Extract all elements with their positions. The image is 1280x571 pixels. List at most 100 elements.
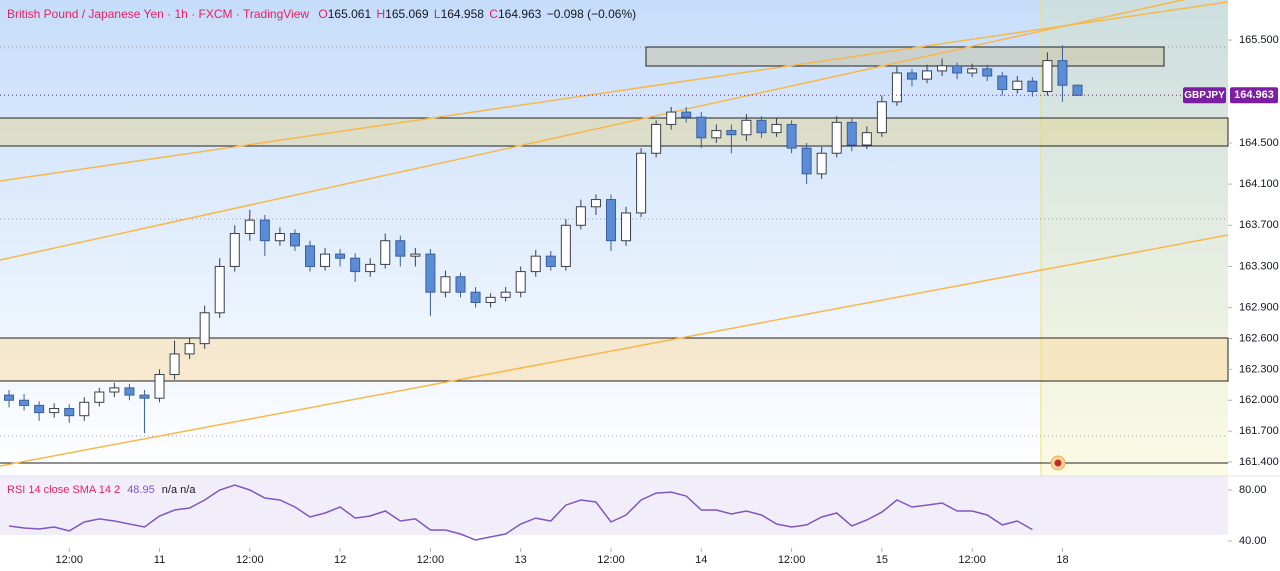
- candle-body: [49, 407, 60, 414]
- rsi-title: RSI 14 close SMA 14 2: [7, 484, 120, 496]
- candle-body: [64, 407, 75, 417]
- candle-body: [937, 65, 948, 72]
- exchange: FXCM: [199, 7, 233, 21]
- marks: [0, 39, 1232, 552]
- candle-body: [726, 130, 737, 136]
- candle-body: [109, 387, 120, 393]
- separator: ·: [191, 7, 195, 21]
- candle-body: [1057, 60, 1068, 86]
- candle-body: [967, 68, 978, 74]
- candle-body: [425, 253, 436, 293]
- change-pct: (−0.06%): [587, 7, 636, 21]
- y-tick-label: 161.700: [1239, 425, 1279, 437]
- ohlc-label: C: [489, 7, 498, 21]
- symbol-tag-bg: [1183, 87, 1226, 104]
- candle-body: [169, 353, 180, 376]
- candle-body: [410, 253, 421, 257]
- candle-body: [19, 399, 30, 406]
- candle-body: [485, 296, 496, 303]
- ohlc-label: O: [318, 7, 327, 21]
- candle-body: [124, 387, 135, 396]
- candle-body: [711, 130, 722, 139]
- low-value: 164.958: [441, 7, 485, 21]
- candle-body: [1027, 80, 1038, 92]
- rsi-line: [8, 484, 1033, 541]
- y-tick-label: 162.600: [1239, 332, 1279, 344]
- candle-body: [365, 263, 376, 273]
- candle-body: [952, 65, 963, 74]
- candle-body: [590, 199, 601, 208]
- x-tick-label: 12:00: [597, 554, 625, 566]
- demand-zone: [0, 337, 1229, 382]
- candle-body: [274, 233, 285, 242]
- x-tick-label: 12:00: [417, 554, 445, 566]
- candle-body: [891, 72, 902, 103]
- candle-body: [395, 240, 406, 257]
- x-tick-label: 18: [1056, 554, 1068, 566]
- x-tick-label: 14: [695, 554, 707, 566]
- candle-body: [500, 291, 511, 298]
- candle-body: [545, 255, 556, 267]
- candle-body: [1072, 84, 1083, 96]
- candle-body: [560, 224, 571, 267]
- candle-body: [199, 312, 210, 345]
- legend-header: British Pound / Japanese Yen · 1h · FXCM…: [7, 7, 636, 21]
- open-value: 165.061: [328, 7, 372, 21]
- x-tick-label: 13: [515, 554, 527, 566]
- candle-body: [861, 132, 872, 146]
- candle-body: [997, 75, 1008, 90]
- y-tick-label: 80.00: [1239, 484, 1267, 496]
- rsi-sma: n/a: [162, 484, 178, 496]
- candle-body: [906, 72, 917, 80]
- y-tick-label: 164.100: [1239, 178, 1279, 190]
- candle-body: [350, 257, 361, 273]
- trend-line: [0, 1, 1229, 182]
- candle-body: [681, 111, 692, 118]
- candle-body: [184, 343, 195, 355]
- candle-body: [1012, 80, 1023, 90]
- change: −0.098: [547, 7, 584, 21]
- candle-body: [801, 147, 812, 175]
- candle-body: [771, 123, 782, 134]
- symbol-name: British Pound / Japanese Yen: [7, 7, 164, 21]
- highlight-range: [1041, 0, 1228, 476]
- candle-body: [741, 119, 752, 136]
- trend-line: [0, 0, 1187, 261]
- separator: ·: [167, 7, 171, 21]
- separator: ·: [236, 7, 240, 21]
- candle-body: [651, 123, 662, 154]
- candle-body: [470, 291, 481, 303]
- candle-body: [846, 121, 857, 146]
- y-tick-label: 40.00: [1239, 535, 1267, 547]
- candle-body: [1042, 60, 1053, 92]
- drawings: [0, 0, 1229, 471]
- trend-line: [0, 234, 1229, 467]
- candle-body: [515, 271, 526, 293]
- x-tick-label: 12:00: [55, 554, 83, 566]
- candle-body: [440, 276, 451, 293]
- y-tick-label: 165.500: [1239, 34, 1279, 46]
- candle-body: [94, 391, 105, 403]
- close-value: 164.963: [498, 7, 542, 21]
- candle-body: [34, 404, 45, 414]
- candle-body: [575, 206, 586, 226]
- candle-body: [636, 152, 647, 214]
- candle-body: [605, 199, 616, 242]
- candle-body: [831, 121, 842, 154]
- resistance-zone: [645, 46, 1165, 67]
- y-tick-label: 163.300: [1239, 260, 1279, 272]
- x-tick-label: 15: [876, 554, 888, 566]
- y-tick-label: 163.700: [1239, 219, 1279, 231]
- x-tick-label: 12:00: [778, 554, 806, 566]
- x-tick-label: 12: [334, 554, 346, 566]
- symbol-tag: GBPJPY: [1184, 90, 1225, 101]
- candle-body: [154, 374, 165, 399]
- x-tick-label: 12:00: [958, 554, 986, 566]
- candle-body: [756, 119, 767, 134]
- high-value: 165.069: [385, 7, 429, 21]
- price-tag: 164.963: [1234, 89, 1274, 101]
- x-tick-label: 11: [154, 554, 165, 566]
- candle-body: [229, 233, 240, 267]
- candle-body: [305, 245, 316, 267]
- rsi-pane: [0, 476, 1228, 548]
